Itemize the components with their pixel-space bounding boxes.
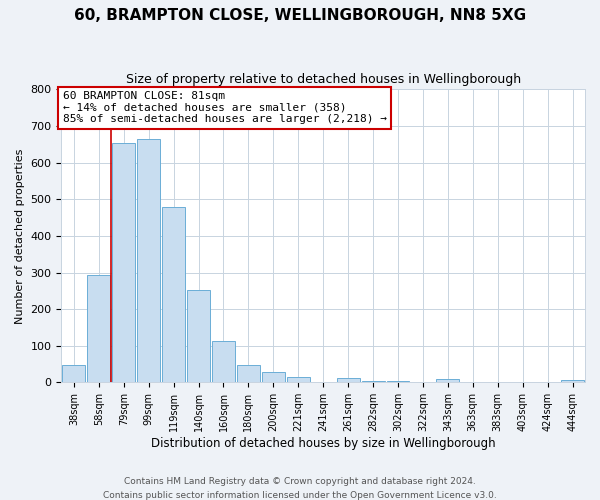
Bar [88, 275, 110, 382]
Bar [262, 372, 285, 382]
Bar [112, 142, 135, 382]
Bar [237, 365, 260, 382]
Text: 60, BRAMPTON CLOSE, WELLINGBOROUGH, NN8 5XG: 60, BRAMPTON CLOSE, WELLINGBOROUGH, NN8 … [74, 8, 526, 22]
Text: 60 BRAMPTON CLOSE: 81sqm
← 14% of detached houses are smaller (358)
85% of semi-: 60 BRAMPTON CLOSE: 81sqm ← 14% of detach… [62, 92, 386, 124]
Bar [162, 208, 185, 382]
Bar [561, 380, 584, 382]
Y-axis label: Number of detached properties: Number of detached properties [15, 148, 25, 324]
Bar [386, 381, 409, 382]
Title: Size of property relative to detached houses in Wellingborough: Size of property relative to detached ho… [125, 72, 521, 86]
Bar [187, 290, 210, 382]
Bar [62, 365, 85, 382]
Bar [337, 378, 359, 382]
Bar [137, 139, 160, 382]
X-axis label: Distribution of detached houses by size in Wellingborough: Distribution of detached houses by size … [151, 437, 496, 450]
Text: Contains HM Land Registry data © Crown copyright and database right 2024.
Contai: Contains HM Land Registry data © Crown c… [103, 478, 497, 500]
Bar [212, 341, 235, 382]
Bar [362, 380, 385, 382]
Bar [287, 377, 310, 382]
Bar [436, 380, 460, 382]
